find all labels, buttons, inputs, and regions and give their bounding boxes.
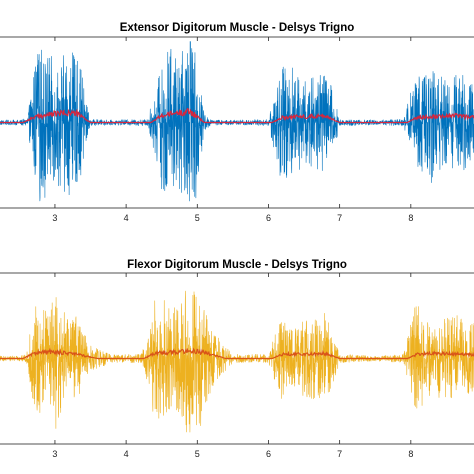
x-tick-label: 4 bbox=[124, 449, 129, 459]
plot-area bbox=[0, 290, 474, 433]
envelope-series bbox=[0, 347, 474, 360]
x-tick-label: 5 bbox=[195, 449, 200, 459]
x-tick-label: 7 bbox=[337, 213, 342, 223]
raw-emg-series bbox=[0, 41, 474, 202]
axes-frame bbox=[0, 36, 474, 209]
x-tick-label: 3 bbox=[52, 213, 57, 223]
x-tick-label: 3 bbox=[52, 449, 57, 459]
x-tick-label: 6 bbox=[266, 213, 271, 223]
chart-title: Flexor Digitorum Muscle - Delsys Trigno bbox=[127, 259, 347, 271]
x-tick-label: 4 bbox=[124, 213, 129, 223]
chart-panel-2: Flexor Digitorum Muscle - Delsys Trigno 3… bbox=[0, 259, 474, 459]
axes-frame bbox=[0, 272, 474, 445]
x-tick-label: 8 bbox=[408, 449, 413, 459]
envelope-series bbox=[0, 107, 474, 124]
x-tick-label: 5 bbox=[195, 213, 200, 223]
chart-panel-1: Extensor Digitorum Muscle - Delsys Trign… bbox=[0, 22, 474, 223]
x-tick-label: 6 bbox=[266, 449, 271, 459]
plot-area bbox=[0, 41, 474, 202]
raw-emg-series bbox=[0, 290, 474, 433]
x-tick-label: 8 bbox=[408, 213, 413, 223]
chart-title: Extensor Digitorum Muscle - Delsys Trign… bbox=[120, 22, 355, 34]
x-tick-label: 7 bbox=[337, 449, 342, 459]
